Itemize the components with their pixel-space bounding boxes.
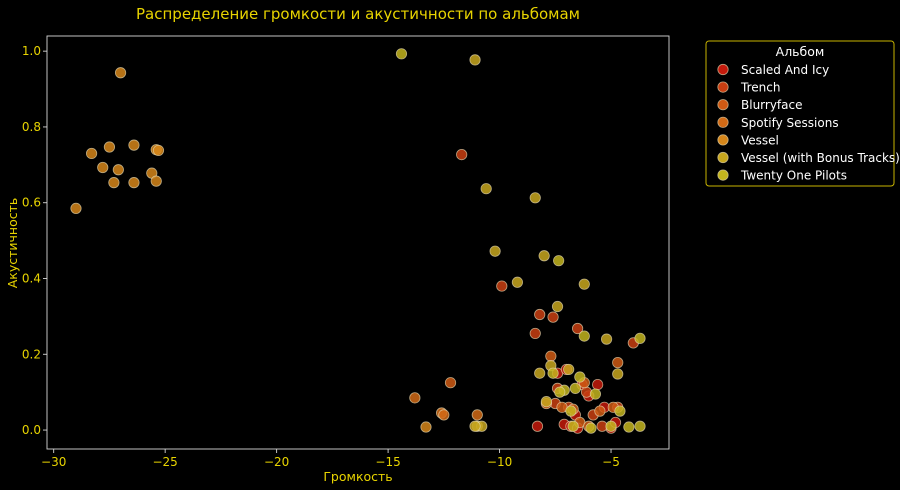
data-point bbox=[444, 377, 457, 389]
x-tick-label: −25 bbox=[152, 455, 177, 469]
data-point bbox=[594, 405, 606, 417]
legend-label: Spotify Sessions bbox=[741, 116, 839, 130]
data-point bbox=[471, 409, 483, 421]
legend-title: Альбом bbox=[776, 44, 825, 59]
y-tick-label: 1.0 bbox=[22, 44, 41, 58]
data-point bbox=[538, 250, 550, 262]
data-point bbox=[409, 392, 421, 404]
x-tick-label: −15 bbox=[375, 455, 400, 469]
data-point bbox=[547, 311, 559, 323]
data-point bbox=[128, 177, 140, 189]
data-point bbox=[85, 147, 98, 160]
series-4 bbox=[70, 67, 432, 433]
series-3 bbox=[409, 392, 483, 421]
data-point bbox=[529, 327, 541, 340]
data-point bbox=[489, 245, 501, 257]
data-point bbox=[128, 139, 140, 151]
data-point bbox=[563, 363, 575, 376]
data-point bbox=[531, 420, 544, 432]
data-point bbox=[551, 300, 564, 313]
data-point bbox=[438, 409, 450, 421]
y-tick-label: 0.6 bbox=[22, 196, 41, 210]
legend-marker bbox=[717, 151, 729, 164]
data-point bbox=[614, 405, 626, 417]
legend-marker bbox=[717, 63, 729, 76]
data-point bbox=[529, 192, 541, 204]
data-point bbox=[547, 367, 559, 379]
y-axis-label: Акустичность bbox=[5, 198, 20, 289]
data-point bbox=[605, 420, 617, 432]
legend-box bbox=[705, 40, 895, 187]
legend: Альбом Scaled And Icy Trench Blurryface Spo… bbox=[705, 40, 900, 187]
legend-marker bbox=[717, 116, 729, 128]
data-point bbox=[534, 367, 546, 379]
data-point bbox=[574, 371, 586, 383]
data-point bbox=[578, 278, 590, 290]
data-point bbox=[496, 280, 508, 292]
legend-items: Scaled And Icy Trench Blurryface Spotify Se… bbox=[717, 63, 900, 183]
legend-marker bbox=[717, 99, 729, 111]
data-point bbox=[420, 421, 432, 433]
legend-marker bbox=[717, 81, 729, 93]
data-point bbox=[456, 148, 468, 161]
legend-label: Trench bbox=[740, 81, 780, 95]
data-point bbox=[469, 420, 481, 432]
data-point bbox=[585, 422, 597, 434]
data-point bbox=[634, 332, 646, 344]
x-tick-label: −10 bbox=[487, 455, 512, 469]
chart-title: Распределение громкости и акустичности п… bbox=[136, 5, 580, 23]
data-point bbox=[469, 54, 481, 66]
data-point bbox=[612, 357, 624, 369]
data-point bbox=[511, 276, 524, 288]
data-point bbox=[589, 388, 602, 400]
legend-label: Scaled And Icy bbox=[741, 63, 829, 77]
x-tick-label: −5 bbox=[602, 455, 620, 469]
data-point bbox=[634, 420, 646, 432]
data-point bbox=[97, 161, 109, 174]
data-point bbox=[108, 177, 120, 189]
data-point bbox=[70, 202, 82, 214]
y-tick-label: 0.0 bbox=[22, 423, 41, 437]
series-5 bbox=[469, 54, 624, 432]
legend-label: Twenty One Pilots bbox=[740, 169, 847, 183]
data-point bbox=[150, 175, 162, 187]
data-point bbox=[152, 144, 165, 157]
data-point bbox=[569, 382, 581, 394]
data-point bbox=[612, 368, 624, 380]
data-points bbox=[70, 48, 646, 434]
legend-marker bbox=[717, 169, 729, 181]
x-tick-label: −20 bbox=[264, 455, 289, 469]
y-tick-label: 0.2 bbox=[22, 347, 41, 361]
legend-label: Blurryface bbox=[741, 98, 803, 112]
data-point bbox=[114, 67, 127, 79]
data-point bbox=[103, 141, 116, 153]
data-point bbox=[578, 330, 590, 342]
data-point bbox=[567, 420, 579, 432]
x-tick-label: −30 bbox=[41, 455, 66, 469]
x-axis-label: Громкость bbox=[323, 469, 392, 484]
data-point bbox=[553, 255, 565, 267]
data-point bbox=[534, 308, 546, 321]
legend-label: Vessel bbox=[741, 133, 779, 147]
data-point bbox=[565, 405, 577, 417]
axis-ticks: −30 −25 −20 −15 −10 −5 0.0 0.2 0.4 0.6 0.8 1.0 bbox=[22, 44, 620, 469]
data-point bbox=[571, 322, 584, 335]
series-6 bbox=[395, 48, 646, 434]
data-point bbox=[545, 350, 557, 362]
data-point bbox=[395, 48, 408, 60]
legend-marker bbox=[717, 134, 729, 146]
data-point bbox=[623, 421, 635, 433]
plot-frame bbox=[46, 35, 670, 450]
data-point bbox=[600, 333, 613, 345]
data-point bbox=[112, 164, 124, 176]
data-point bbox=[592, 378, 604, 391]
data-point bbox=[480, 183, 492, 195]
y-tick-label: 0.8 bbox=[22, 120, 41, 134]
y-tick-label: 0.4 bbox=[22, 271, 41, 285]
data-point bbox=[554, 386, 566, 398]
legend-label: Vessel (with Bonus Tracks) bbox=[741, 151, 900, 165]
data-point bbox=[540, 396, 552, 408]
